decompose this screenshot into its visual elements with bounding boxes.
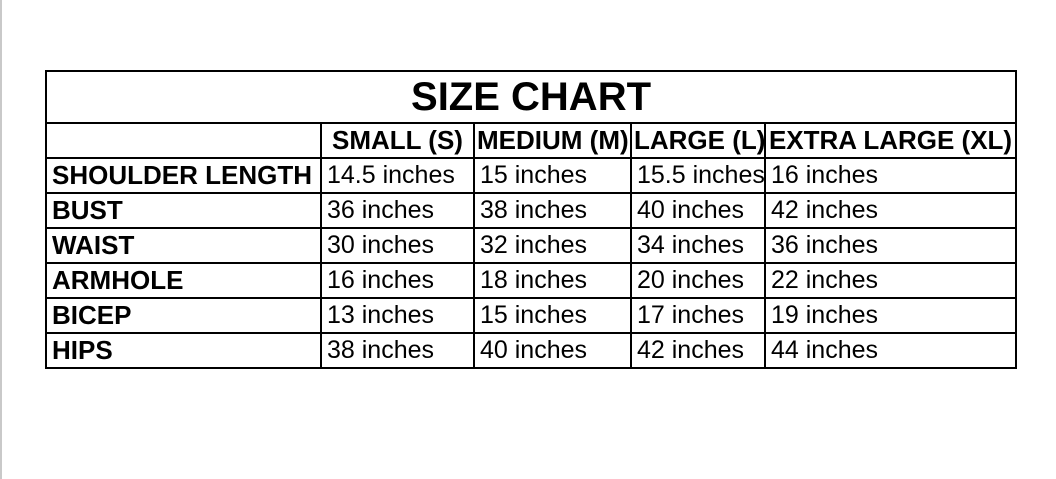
cell-shoulder-large: 15.5 inches bbox=[630, 157, 766, 194]
cell-shoulder-medium: 15 inches bbox=[473, 157, 632, 194]
page-left-edge-line bbox=[0, 0, 2, 479]
title-row: SIZE CHART bbox=[44, 70, 1018, 124]
header-row: SMALL (S) MEDIUM (M) LARGE (L) EXTRA LAR… bbox=[45, 122, 1018, 159]
row-label: BICEP bbox=[45, 297, 322, 334]
column-header-medium: MEDIUM (M) bbox=[473, 122, 632, 159]
column-header-small: SMALL (S) bbox=[320, 122, 475, 159]
cell-bust-large: 40 inches bbox=[630, 192, 766, 229]
cell-hips-small: 38 inches bbox=[320, 332, 475, 369]
row-label: HIPS bbox=[45, 332, 322, 369]
cell-bust-xl: 42 inches bbox=[763, 192, 1018, 229]
cell-bicep-xl: 19 inches bbox=[763, 297, 1018, 334]
cell-hips-xl: 44 inches bbox=[763, 332, 1018, 369]
cell-bicep-large: 17 inches bbox=[630, 297, 766, 334]
row-label: ARMHOLE bbox=[45, 262, 322, 299]
cell-waist-medium: 32 inches bbox=[473, 227, 632, 264]
cell-armhole-xl: 22 inches bbox=[763, 262, 1018, 299]
table-row-shoulder-length: SHOULDER LENGTH 14.5 inches 15 inches 15… bbox=[45, 157, 1018, 194]
cell-waist-large: 34 inches bbox=[630, 227, 766, 264]
size-chart-table: SIZE CHART SMALL (S) MEDIUM (M) LARGE (L… bbox=[44, 70, 1018, 369]
cell-waist-xl: 36 inches bbox=[763, 227, 1018, 264]
cell-shoulder-small: 14.5 inches bbox=[320, 157, 475, 194]
table-row-waist: WAIST 30 inches 32 inches 34 inches 36 i… bbox=[45, 227, 1018, 264]
cell-armhole-small: 16 inches bbox=[320, 262, 475, 299]
table-title: SIZE CHART bbox=[44, 70, 1018, 124]
cell-bicep-small: 13 inches bbox=[320, 297, 475, 334]
cell-armhole-medium: 18 inches bbox=[473, 262, 632, 299]
cell-hips-large: 42 inches bbox=[630, 332, 766, 369]
cell-bust-small: 36 inches bbox=[320, 192, 475, 229]
row-label: WAIST bbox=[45, 227, 322, 264]
column-header-extra-large: EXTRA LARGE (XL) bbox=[763, 122, 1018, 159]
table-row-bicep: BICEP 13 inches 15 inches 17 inches 19 i… bbox=[45, 297, 1018, 334]
cell-waist-small: 30 inches bbox=[320, 227, 475, 264]
cell-armhole-large: 20 inches bbox=[630, 262, 766, 299]
column-header-large: LARGE (L) bbox=[630, 122, 766, 159]
cell-shoulder-xl: 16 inches bbox=[763, 157, 1018, 194]
row-label: SHOULDER LENGTH bbox=[45, 157, 322, 194]
column-header-blank bbox=[45, 122, 322, 159]
cell-hips-medium: 40 inches bbox=[473, 332, 632, 369]
cell-bust-medium: 38 inches bbox=[473, 192, 632, 229]
table-row-bust: BUST 36 inches 38 inches 40 inches 42 in… bbox=[45, 192, 1018, 229]
row-label: BUST bbox=[45, 192, 322, 229]
table-row-armhole: ARMHOLE 16 inches 18 inches 20 inches 22… bbox=[45, 262, 1018, 299]
cell-bicep-medium: 15 inches bbox=[473, 297, 632, 334]
table-row-hips: HIPS 38 inches 40 inches 42 inches 44 in… bbox=[45, 332, 1018, 369]
